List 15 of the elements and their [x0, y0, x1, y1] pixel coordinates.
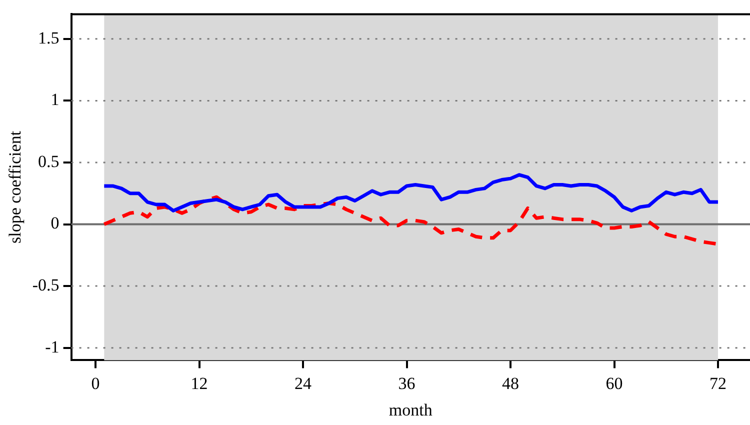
y-tick-label: 1.5 — [38, 28, 60, 48]
x-tick-label: 0 — [91, 374, 100, 393]
y-axis-title: slope coefficient — [6, 130, 25, 244]
x-tick-label: 24 — [294, 374, 312, 393]
y-tick-label: -0.5 — [32, 276, 60, 295]
y-tick-label: 0 — [50, 214, 60, 233]
y-tick-label: 1 — [50, 90, 60, 110]
y-tick-label: 0.5 — [38, 152, 60, 171]
x-tick-label: 36 — [398, 374, 416, 393]
x-tick-label: 48 — [502, 374, 520, 393]
y-tick-label: -1 — [45, 337, 60, 356]
x-axis-title: month — [388, 400, 433, 420]
x-tick-label: 60 — [606, 374, 623, 393]
x-tick-label: 72 — [710, 374, 727, 393]
x-tick-label: 12 — [190, 374, 208, 393]
